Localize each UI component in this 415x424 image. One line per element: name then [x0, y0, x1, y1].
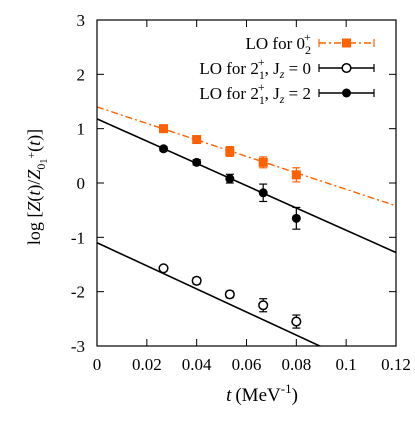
data-point-series-1	[158, 263, 169, 274]
y-tick-label: -2	[71, 283, 85, 302]
data-point-series-1	[224, 289, 235, 300]
x-tick-label: 0.02	[132, 355, 162, 374]
legend-label-0: LO for 02+	[246, 30, 311, 57]
legend: LO for 02+LO for 21+, Jz = 0LO for 21+, …	[199, 30, 375, 107]
x-axis-label: t (MeV-1)	[226, 381, 298, 406]
data-point-series-2	[192, 157, 202, 167]
legend-label-2: LO for 21+, Jz = 2	[199, 80, 311, 107]
x-tick-label: 0	[93, 355, 102, 374]
data-point-series-1	[191, 275, 202, 286]
data-point-series-2	[258, 188, 268, 198]
legend-label-1: LO for 21+, Jz = 0	[199, 55, 311, 82]
legend-marker-1	[341, 62, 352, 74]
fit-line-series-0	[97, 106, 396, 207]
y-tick-label: -3	[71, 337, 85, 356]
legend-marker-0	[342, 38, 351, 48]
data-point-series-1	[258, 300, 269, 311]
legend-marker-2	[342, 88, 351, 98]
data-point-series-0	[258, 157, 268, 167]
y-tick-label: 2	[77, 65, 86, 84]
fit-lines	[97, 106, 396, 346]
x-tick-label: 0.12	[381, 355, 411, 374]
x-tick-label: 0.06	[232, 355, 262, 374]
data-point-series-2	[291, 213, 301, 223]
fit-line-series-2	[97, 118, 396, 254]
data-point-series-0	[291, 170, 301, 180]
data-point-series-2	[159, 144, 169, 154]
fit-line-series-1	[97, 242, 322, 346]
data-point-series-2	[225, 174, 235, 184]
y-axis-label: log [Z(t)/Z01+(t)]	[24, 129, 50, 245]
y-tick-label: 1	[77, 120, 86, 139]
data-points	[158, 124, 302, 329]
data-point-series-0	[159, 124, 169, 134]
data-point-series-1	[291, 316, 302, 327]
x-tick-label: 0.08	[281, 355, 311, 374]
x-tick-label: 0.1	[336, 355, 357, 374]
data-point-series-0	[225, 146, 235, 156]
axis-ticks: 0 0.02 0.04 0.06 0.08 0.1 0.12 -3 -2 -1 0 1 2 3	[71, 11, 411, 374]
y-tick-label: 3	[77, 11, 86, 30]
y-tick-label: 0	[77, 174, 86, 193]
y-tick-label: -1	[71, 228, 85, 247]
data-point-series-0	[192, 135, 202, 145]
x-tick-label: 0.04	[182, 355, 212, 374]
